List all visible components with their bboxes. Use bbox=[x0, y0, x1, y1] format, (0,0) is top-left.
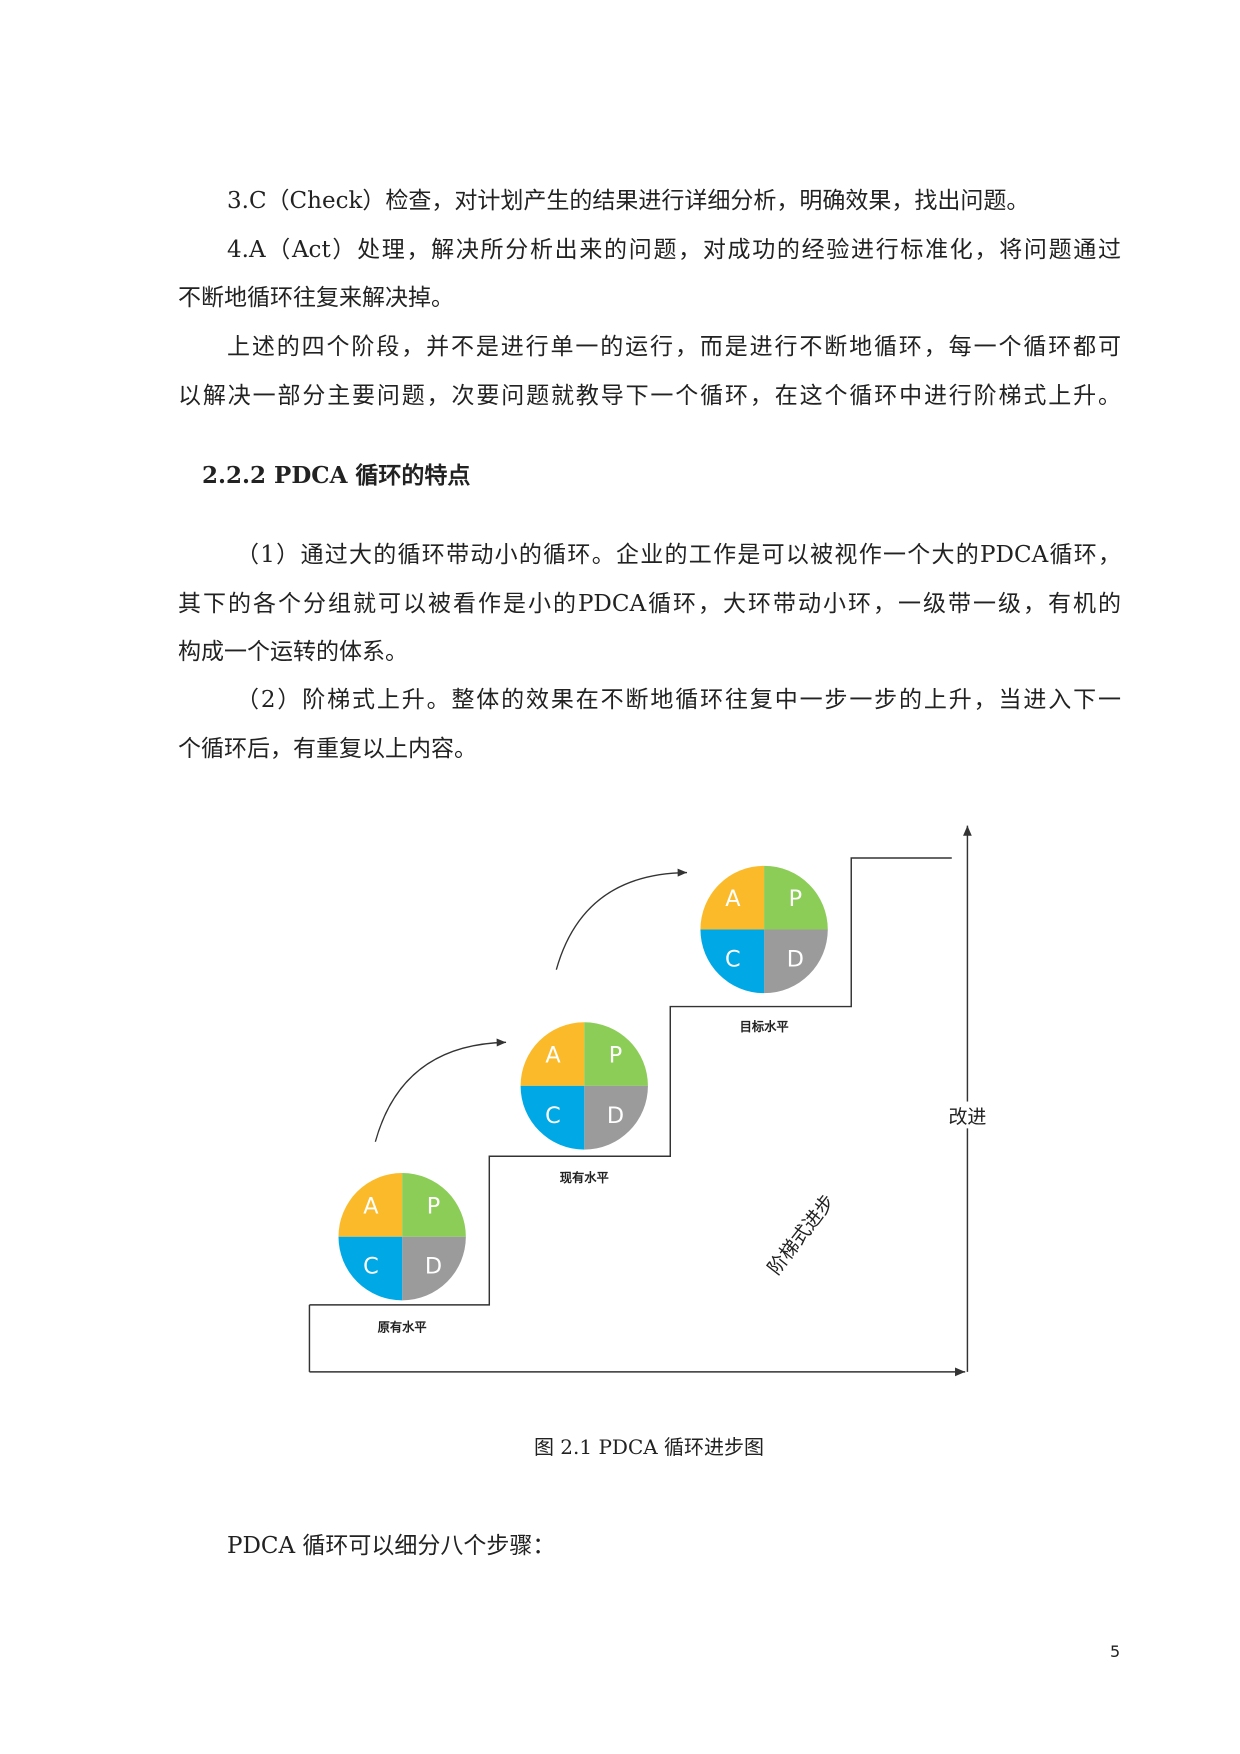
level-label-target: 目标水平 bbox=[740, 1019, 789, 1034]
paragraph-feature1-line3: 构成一个运转的体系。 bbox=[178, 639, 408, 665]
quadrant-label-a: A bbox=[725, 886, 741, 912]
level-label-current: 现有水平 bbox=[560, 1170, 609, 1185]
quadrant-label-a: A bbox=[363, 1193, 379, 1219]
quadrant-label-c: C bbox=[363, 1254, 379, 1280]
quadrant-c bbox=[700, 929, 765, 994]
quadrant-label-c: C bbox=[725, 946, 741, 972]
pdca-circle: A P D C bbox=[338, 1173, 466, 1301]
quadrant-c bbox=[520, 1085, 585, 1150]
quadrant-label-p: P bbox=[427, 1193, 440, 1219]
quadrant-d bbox=[402, 1236, 466, 1301]
figure-caption: 图 2.1 PDCA 循环进步图 bbox=[533, 1435, 765, 1459]
curved-arrow bbox=[374, 1038, 507, 1142]
quadrant-a bbox=[520, 1022, 585, 1086]
quadrant-p bbox=[402, 1173, 466, 1237]
page-number: 5 bbox=[1110, 1642, 1121, 1661]
paragraph-feature1-line1: （1）通过大的循环带动小的循环。企业的工作是可以被视作一个大的PDCA循环， bbox=[236, 542, 1121, 568]
quadrant-label-p: P bbox=[789, 886, 802, 912]
quadrant-label-d: D bbox=[787, 946, 804, 972]
section-heading: 2.2.2 PDCA 循环的特点 bbox=[202, 462, 471, 489]
quadrant-label-p: P bbox=[609, 1042, 622, 1068]
level-label-original: 原有水平 bbox=[378, 1320, 427, 1335]
pdca-circle: A P D C bbox=[520, 1022, 648, 1150]
paragraph-feature1-line2: 其下的各个分组就可以被看作是小的PDCA循环，大环带动小环，一级带一级，有机的 bbox=[178, 591, 1121, 617]
paragraph-feature2-line2: 个循环后，有重复以上内容。 bbox=[178, 736, 477, 762]
paragraph-stages-line2: 以解决一部分主要问题，次要问题就教导下一个循环，在这个循环中进行阶梯式上升。 bbox=[178, 383, 1121, 409]
paragraph-act-line1: 4.A（Act）处理，解决所分析出来的问题，对成功的经验进行标准化，将问题通过 bbox=[227, 237, 1121, 263]
quadrant-label-d: D bbox=[607, 1103, 624, 1129]
quadrant-label-c: C bbox=[545, 1103, 561, 1129]
paragraph-eight-steps: PDCA 循环可以细分八个步骤： bbox=[227, 1533, 556, 1559]
quadrant-c bbox=[338, 1236, 403, 1301]
quadrant-p bbox=[764, 865, 828, 930]
paragraph-act-line2: 不断地循环往复来解决掉。 bbox=[178, 285, 454, 311]
diagonal-label: 阶梯式进步 bbox=[764, 1191, 840, 1279]
quadrant-p bbox=[584, 1022, 648, 1086]
quadrant-label-a: A bbox=[545, 1042, 561, 1068]
quadrant-a bbox=[700, 865, 765, 930]
staircase-line bbox=[309, 857, 952, 1306]
curved-arrow bbox=[555, 868, 688, 970]
quadrant-d bbox=[584, 1085, 648, 1150]
paragraph-feature2-line1: （2）阶梯式上升。整体的效果在不断地循环往复中一步一步的上升，当进入下一 bbox=[236, 687, 1121, 713]
quadrant-label-d: D bbox=[425, 1254, 442, 1280]
pdca-circle: A P D C bbox=[700, 865, 828, 994]
quadrant-a bbox=[338, 1173, 403, 1237]
paragraph-check: 3.C（Check）检查，对计划产生的结果进行详细分析，明确效果，找出问题。 bbox=[227, 188, 1030, 214]
quadrant-d bbox=[764, 929, 828, 994]
y-axis-label: 改进 bbox=[948, 1106, 986, 1128]
paragraph-stages-line1: 上述的四个阶段，并不是进行单一的运行，而是进行不断地循环，每一个循环都可 bbox=[227, 334, 1121, 360]
